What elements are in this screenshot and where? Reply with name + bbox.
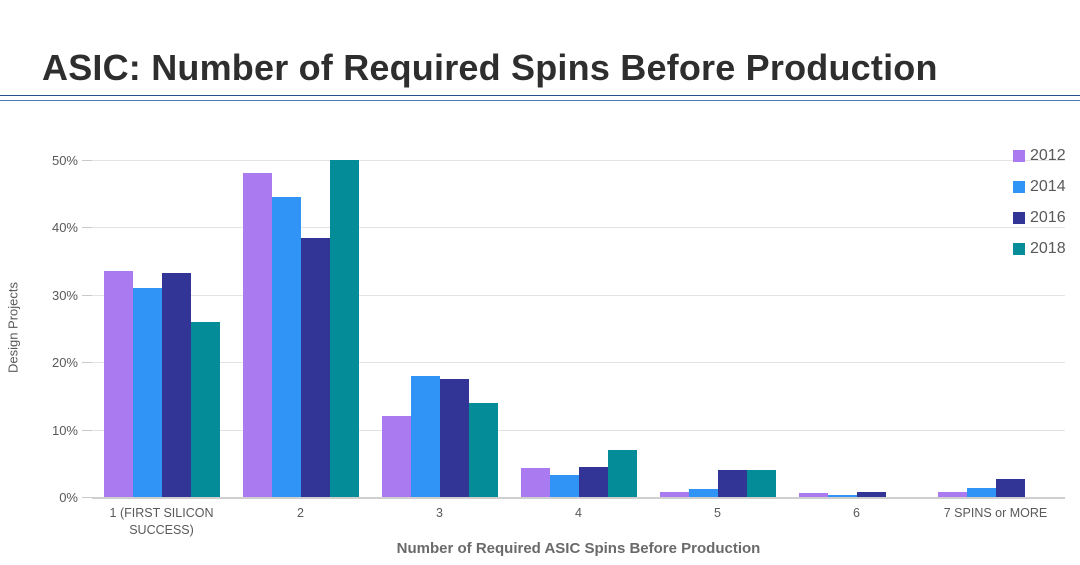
bar-2012 [381, 416, 411, 497]
bar-2016 [578, 467, 608, 497]
y-tick-mark [82, 497, 92, 498]
y-tick-label: 40% [51, 220, 78, 236]
bar-2018 [746, 470, 776, 497]
legend-label: 2018 [1030, 240, 1066, 257]
gridline-10 [92, 429, 1065, 431]
bar-2016 [717, 470, 747, 497]
bar-group-2 [231, 148, 370, 497]
x-axis-category-labels: 1 (FIRST SILICON SUCCESS) 2 3 4 5 6 7 SPINS or… [92, 505, 1065, 539]
bar-2018 [468, 402, 498, 497]
gridline-50 [92, 160, 1065, 161]
y-axis-title: Design Projects [5, 281, 21, 374]
bar-group-6 [787, 148, 926, 497]
bar-2016 [856, 492, 886, 497]
legend-item-2014: 2014 [1013, 177, 1066, 197]
y-tick-mark [82, 294, 92, 296]
bar-group-7 [926, 148, 1065, 497]
gridline-30 [92, 294, 1065, 296]
bar-group-5 [648, 148, 787, 497]
bar-2014 [827, 494, 857, 497]
bar-2014 [132, 288, 162, 497]
legend-swatch-icon [1013, 181, 1025, 193]
x-category-label-6: 6 [853, 506, 860, 520]
legend-swatch-icon [1013, 150, 1025, 162]
bar-group-3 [370, 148, 509, 497]
bar-2018 [607, 449, 637, 497]
y-tick-mark [82, 227, 92, 229]
legend-swatch-icon [1013, 212, 1025, 224]
bar-2012 [103, 271, 133, 497]
bar-2018 [190, 321, 220, 497]
legend-swatch-icon [1013, 243, 1025, 255]
bar-2012 [937, 491, 967, 497]
bar-2016 [161, 272, 191, 497]
bar-2014 [966, 487, 996, 497]
x-category-label-1: 1 (FIRST SILICON SUCCESS) [109, 506, 214, 537]
bar-group-4 [509, 148, 648, 497]
gridline-40 [92, 227, 1065, 229]
y-tick-mark [82, 362, 92, 364]
y-tick-mark [82, 160, 92, 161]
x-category-label-7: 7 SPINS or MORE [943, 506, 1048, 520]
legend-label: 2016 [1030, 209, 1066, 226]
bar-2012 [659, 492, 689, 497]
plot-groups [92, 148, 1065, 497]
page-title: ASIC: Number of Required Spins Before Pr… [42, 47, 938, 88]
x-category-label-4: 4 [575, 506, 582, 520]
bar-2012 [242, 173, 272, 497]
bar-2014 [410, 375, 440, 497]
y-tick-label: 10% [51, 422, 78, 438]
legend-label: 2014 [1030, 178, 1066, 195]
bar-2016 [300, 237, 330, 497]
legend-item-2016: 2016 [1013, 208, 1066, 228]
y-tick-mark [82, 429, 92, 431]
y-tick-label: 50% [51, 153, 78, 168]
x-category-label-2: 2 [297, 506, 304, 520]
y-tick-label: 30% [51, 287, 78, 303]
legend-label: 2012 [1030, 147, 1066, 164]
bar-2014 [688, 488, 718, 497]
x-category-label-5: 5 [714, 506, 721, 520]
bar-2012 [520, 468, 550, 497]
legend-item-2018: 2018 [1013, 239, 1066, 259]
x-axis-title: Number of Required ASIC Spins Before Pro… [396, 540, 761, 557]
bar-2014 [549, 475, 579, 497]
title-divider [0, 95, 1080, 101]
y-tick-label: 20% [51, 355, 78, 371]
bar-2016 [995, 478, 1025, 497]
bar-2018 [329, 160, 359, 497]
x-category-label-3: 3 [436, 506, 443, 520]
legend-item-2012: 2012 [1013, 146, 1066, 166]
bar-chart-plot-area: 0% 10% 20% 30% 40% 50% [52, 148, 1065, 504]
bar-2012 [798, 492, 828, 497]
x-axis-line [92, 497, 1065, 499]
y-tick-label: 0% [59, 490, 78, 505]
bar-2016 [439, 379, 469, 497]
chart-legend: 2012 2014 2016 2018 [1013, 146, 1066, 259]
bar-2014 [271, 197, 301, 497]
gridline-20 [92, 362, 1065, 364]
bar-group-1 [92, 148, 231, 497]
